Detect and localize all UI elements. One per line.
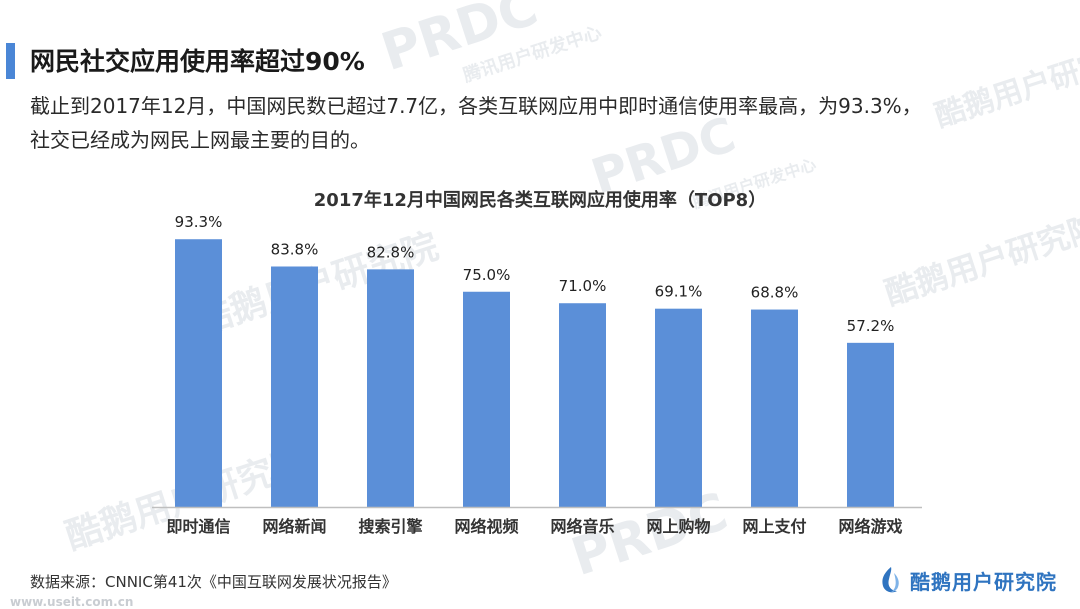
subtitle-line-1: 截止到2017年12月，中国网民数已超过7.7亿，各类互联网应用中即时通信使用率…	[30, 94, 922, 118]
brand-logo-icon	[882, 567, 899, 593]
title-accent-bar	[6, 43, 15, 79]
x-tick-label: 网络视频	[454, 517, 518, 536]
bar	[847, 342, 894, 507]
bar-value-label: 93.3%	[175, 213, 223, 231]
brand-footer: 酷鹅用户研究院	[878, 564, 1057, 596]
bar	[559, 303, 606, 507]
bar	[751, 309, 798, 507]
slide-title: 网民社交应用使用率超过90%	[30, 47, 365, 76]
bar	[367, 269, 414, 507]
x-tick-label: 网上购物	[646, 517, 710, 536]
x-tick-label: 网络新闻	[262, 517, 326, 536]
bar-value-label: 75.0%	[463, 266, 511, 284]
chart-title: 2017年12月中国网民各类互联网应用使用率（TOP8）	[313, 190, 767, 211]
x-tick-label: 网络游戏	[838, 517, 902, 536]
slide-subtitle: 截止到2017年12月，中国网民数已超过7.7亿，各类互联网应用中即时通信使用率…	[30, 89, 1060, 157]
bar-value-label: 69.1%	[655, 283, 703, 301]
x-tick-label: 即时通信	[166, 517, 230, 536]
brand-name: 酷鹅用户研究院	[910, 569, 1057, 594]
bar	[655, 308, 702, 507]
bar	[175, 239, 222, 507]
x-tick-label: 网上支付	[742, 517, 806, 536]
bar-value-label: 83.8%	[271, 240, 319, 258]
bar-value-label: 82.8%	[367, 243, 415, 261]
subtitle-line-2: 社交已经成为网民上网最主要的目的。	[30, 128, 370, 152]
bar	[271, 266, 318, 507]
bar-value-label: 71.0%	[559, 277, 607, 295]
x-tick-label: 网络音乐	[550, 517, 614, 536]
bar-value-label: 57.2%	[847, 317, 895, 335]
bar	[463, 291, 510, 507]
data-source: 数据来源：CNNIC第41次《中国互联网发展状况报告》	[30, 573, 397, 591]
bar-value-label: 68.8%	[751, 284, 799, 302]
x-tick-label: 搜索引擎	[358, 517, 423, 536]
